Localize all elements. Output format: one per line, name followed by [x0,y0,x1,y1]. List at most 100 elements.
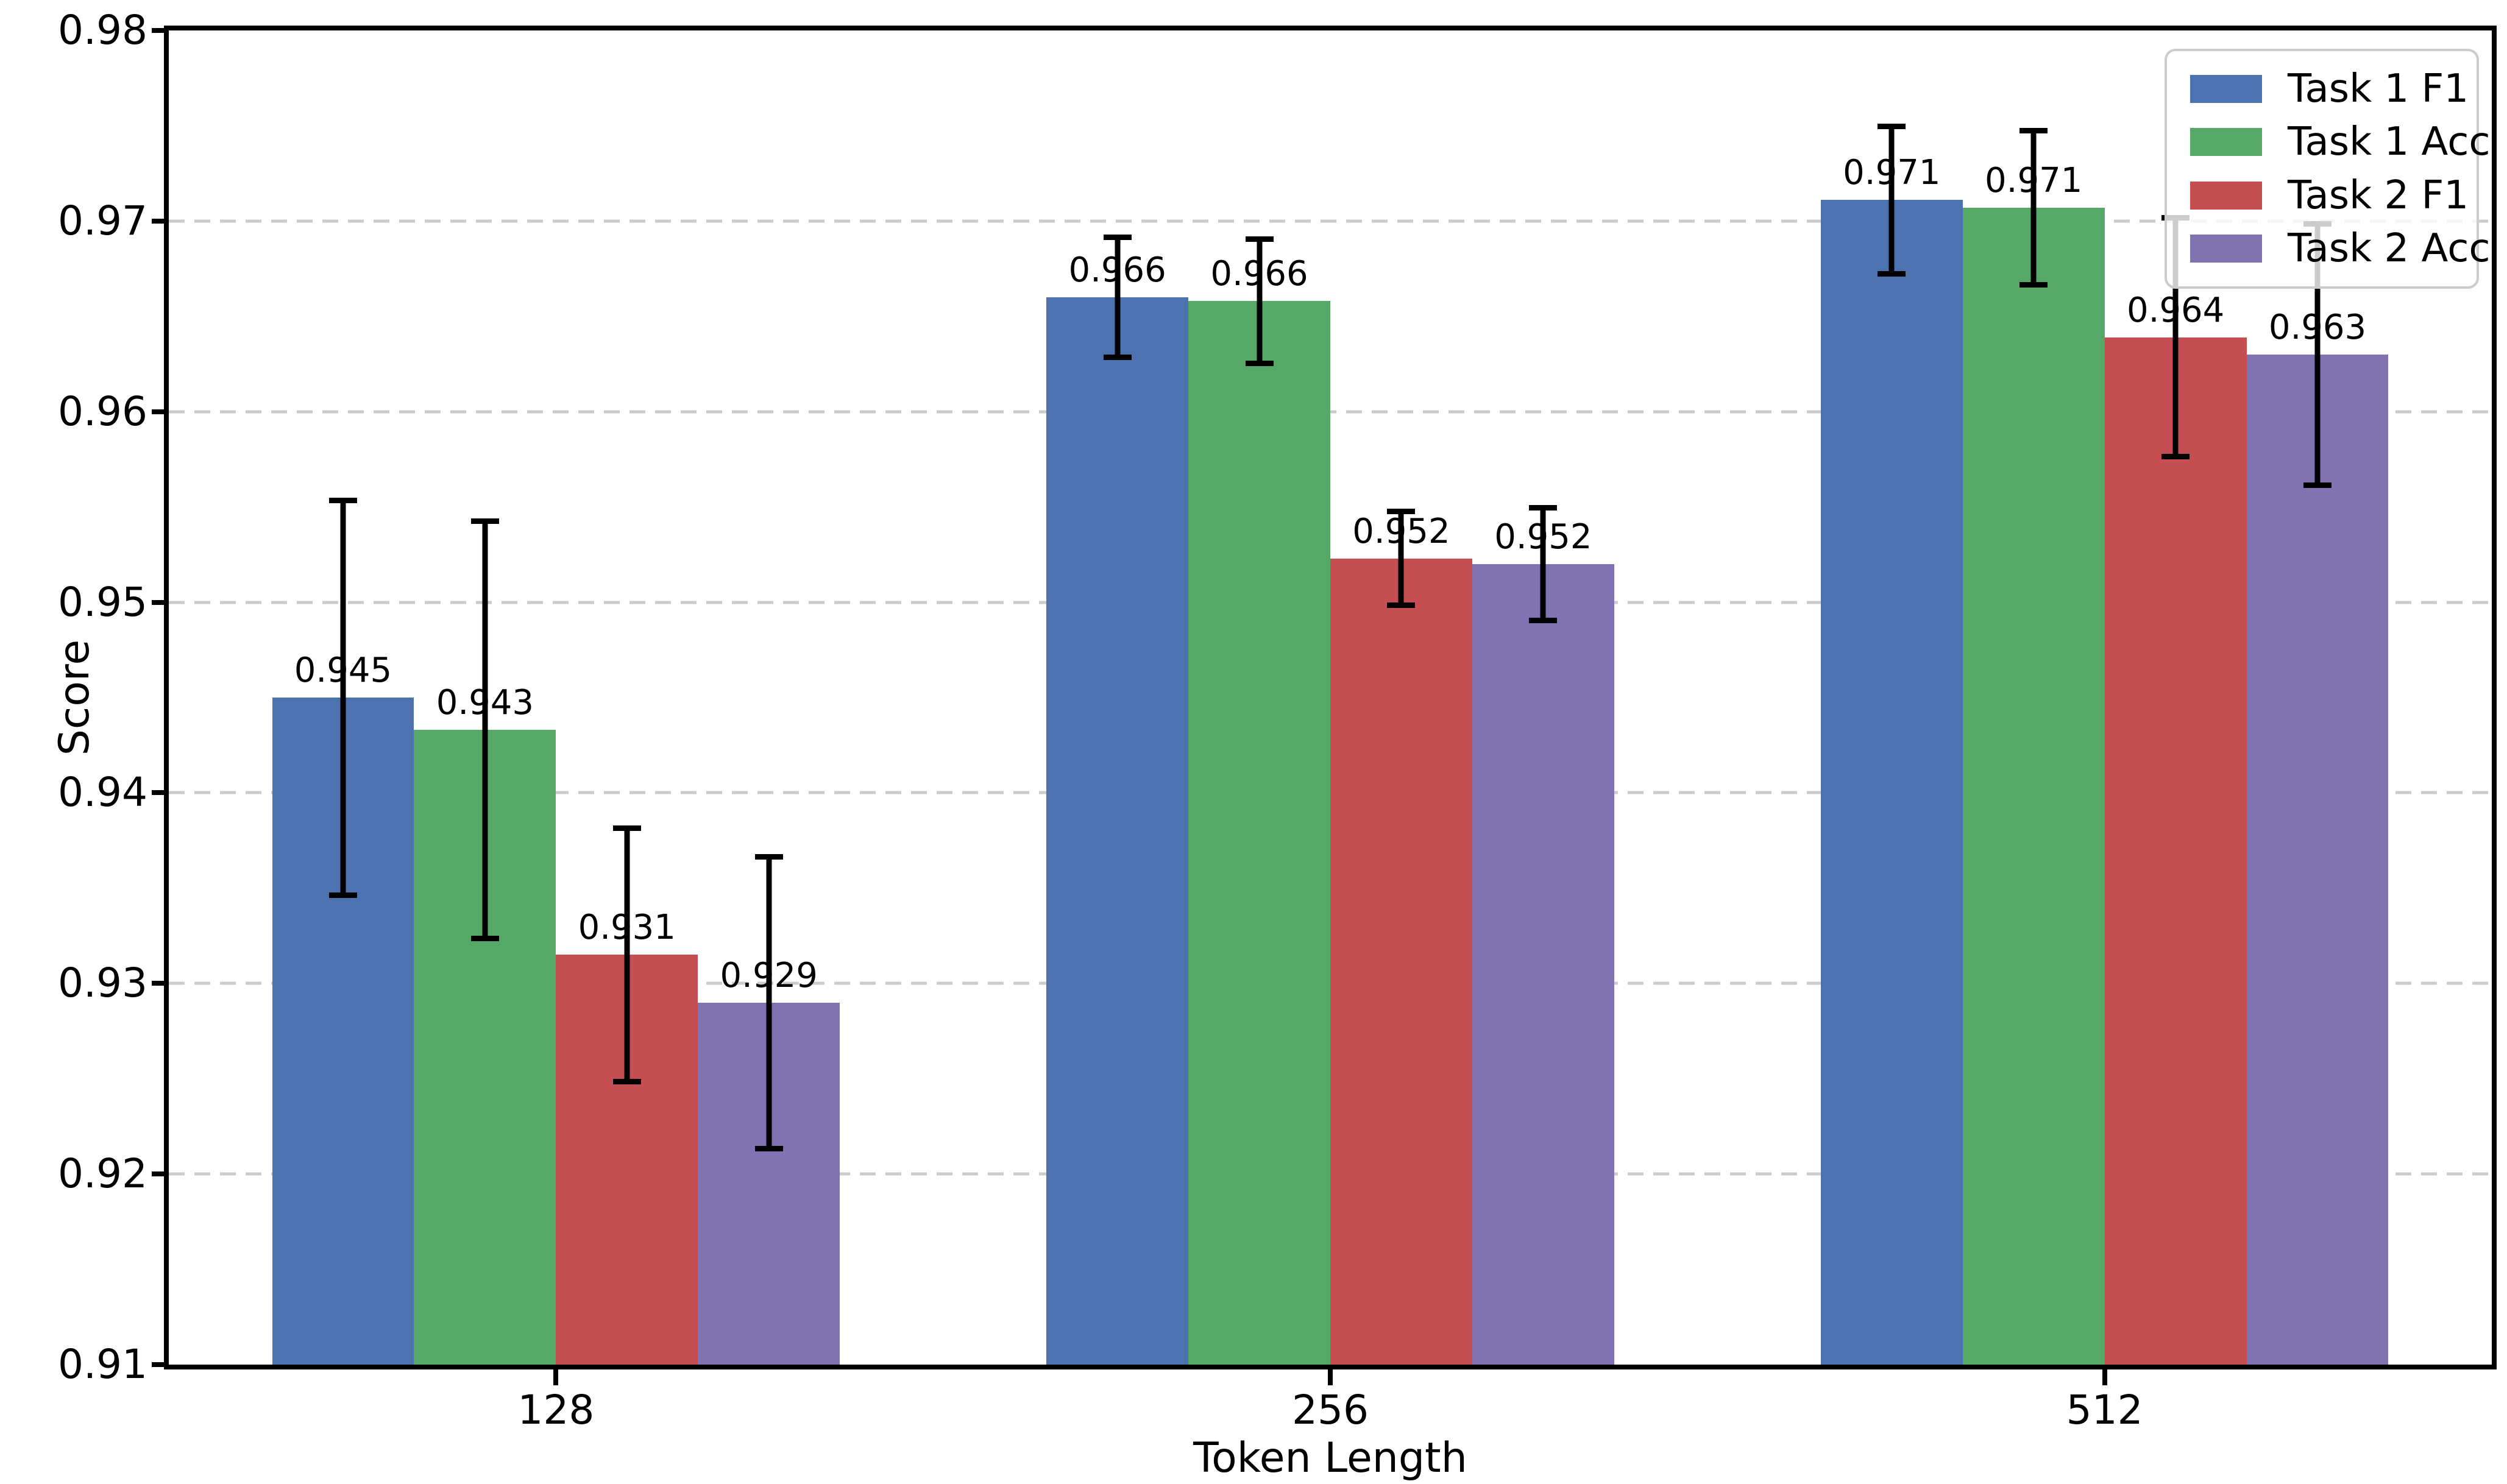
legend-item: Task 1 F1 [2190,69,2469,108]
y-tick-label: 0.93 [58,959,147,1007]
y-tick-label: 0.91 [58,1341,147,1388]
legend-item: Task 2 Acc [2190,229,2491,268]
bar-task-1-acc [1188,301,1330,1365]
error-bar-stem [1257,236,1263,366]
bar-task-2-f1 [2104,337,2247,1365]
error-bar [1103,234,1132,361]
y-tick-mark [152,599,164,605]
y-tick-mark [152,409,164,414]
bar-task-2-f1 [1330,558,1472,1365]
error-bar-cap-bottom [612,1079,641,1085]
error-bar-stem [624,825,630,1085]
error-bar-stem [766,853,772,1151]
value-label: 0.943 [436,683,534,723]
y-tick-label: 0.94 [58,769,147,816]
error-bar-stem [1115,234,1121,361]
y-tick-label: 0.95 [58,578,147,626]
error-bar-cap-top [328,497,357,503]
y-tick-label: 0.98 [58,7,147,54]
y-tick-labels: 0.91 0.92 0.93 0.94 0.95 0.96 0.97 0.98 [0,10,147,1385]
value-label: 0.966 [1210,254,1308,294]
error-bar-stem [1398,509,1404,608]
legend-swatch [2190,128,2262,157]
error-bar-cap-top [1387,509,1416,515]
y-tick-mark [152,218,164,224]
error-bar [1878,124,1906,277]
error-bar-cap-bottom [2303,482,2332,488]
y-tick-mark [152,1171,164,1177]
y-tick-label: 0.96 [58,387,147,435]
legend-label: Task 2 Acc [2288,225,2491,271]
error-bar-stem [482,518,488,942]
value-label: 0.952 [1494,517,1592,557]
x-tick-label: 512 [2066,1387,2143,1433]
error-bar-cap-bottom [1387,602,1416,608]
y-tick-mark [152,790,164,796]
value-label: 0.931 [578,908,676,948]
value-label: 0.964 [2126,290,2225,330]
legend-swatch [2190,234,2262,263]
error-bar-cap-bottom [328,892,357,898]
x-axis-label: Token Length [1193,1434,1467,1482]
error-bar-stem [2030,127,2037,288]
error-bar-cap-top [612,825,641,831]
x-tick-labels: 128 256 512 [169,1390,2492,1439]
x-tick-label: 256 [1292,1387,1369,1433]
bar-task-1-acc [1962,207,2105,1365]
error-bar-cap-top [754,853,783,860]
legend-swatch [2190,75,2262,103]
x-tick-marks [169,1369,2492,1385]
error-bar-stem [2172,215,2179,459]
error-bar-cap-top [1529,505,1558,511]
error-bar-cap-bottom [1529,618,1558,623]
value-label: 0.963 [2268,307,2367,347]
value-label: 0.971 [1985,160,2083,200]
legend-label: Task 1 F1 [2288,66,2469,111]
error-bar-cap-top [1103,234,1132,240]
value-label: 0.966 [1068,250,1166,290]
error-bar-cap-bottom [1103,355,1132,361]
error-bar [754,853,783,1151]
legend-item: Task 2 F1 [2190,176,2469,215]
error-bar-cap-top [1878,124,1906,130]
error-bar-cap-bottom [470,936,499,942]
value-labels-layer: 0.945 0.966 0.971 0.943 0.966 0.971 0.931 0.952… [169,30,2492,1365]
x-tick-mark [2102,1369,2107,1385]
error-bar [1245,236,1274,366]
bar-task-2-acc [2246,354,2389,1365]
gridline [169,219,2492,223]
y-tick-label: 0.92 [58,1150,147,1198]
error-bar [2019,127,2048,288]
error-bar-stem [1540,505,1546,623]
error-bar-stem [1888,124,1895,277]
value-label: 0.945 [294,651,392,690]
error-bar-cap-bottom [1245,360,1274,366]
y-tick-marks [152,28,164,1367]
x-tick-mark [1328,1369,1333,1385]
legend-swatch [2190,181,2262,210]
error-bar [470,518,499,942]
bar-task-2-acc [1472,564,1614,1365]
error-bar-stem [2314,221,2321,488]
plot-area: 0.945 0.966 0.971 0.943 0.966 0.971 0.931 0.952… [164,26,2497,1369]
error-bar [1387,509,1416,608]
error-bar-cap-bottom [1878,270,1906,277]
legend-label: Task 1 Acc [2288,119,2491,165]
error-bar [328,497,357,898]
value-label: 0.952 [1352,511,1450,551]
legend-item: Task 1 Acc [2190,122,2491,161]
errorbars-layer [169,30,2492,1365]
error-bar-stem [340,497,346,898]
y-tick-mark [152,28,164,33]
bar-task-1-f1 [1046,297,1189,1365]
y-tick-mark [152,1362,164,1367]
legend-label: Task 2 F1 [2288,172,2469,218]
error-bar [1529,505,1558,623]
x-tick-label: 128 [517,1387,595,1433]
value-label: 0.971 [1843,153,1941,193]
bars-layer [169,30,2492,1365]
x-tick-mark [553,1369,559,1385]
bar-task-1-f1 [1820,200,1963,1365]
y-tick-mark [152,981,164,986]
